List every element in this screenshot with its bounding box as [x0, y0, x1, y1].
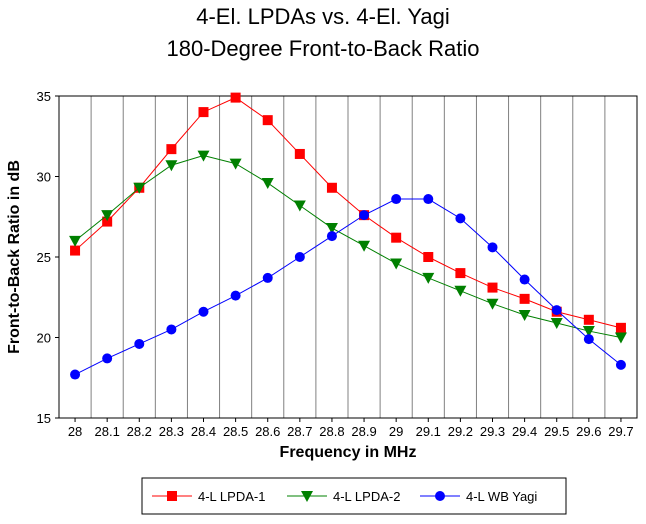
data-point: [133, 182, 146, 194]
y-tick-label: 20: [37, 331, 51, 346]
data-point: [583, 314, 594, 325]
data-point: [70, 369, 81, 380]
series-line: [74, 198, 622, 375]
x-tick-label: 29.6: [576, 424, 601, 439]
grid-lines: [90, 96, 606, 418]
x-tick-label: 29.7: [608, 424, 633, 439]
data-point: [166, 144, 177, 155]
legend-marker: [167, 491, 177, 501]
x-tick-label: 28.7: [287, 424, 312, 439]
x-tick-label: 29.1: [416, 424, 441, 439]
data-point: [455, 268, 466, 279]
data-point: [487, 242, 498, 253]
data-point: [101, 210, 114, 222]
legend-box: [141, 477, 567, 515]
series-line: [74, 155, 622, 338]
legend-label: 4-L LPDA-1: [198, 489, 265, 504]
data-point: [294, 252, 305, 262]
data-point: [261, 177, 274, 189]
x-axis-ticks: 28 28.1 28.2 28.3 28.4 28.5 28.6 28.7 28.8 28.9 29…: [68, 418, 634, 439]
series-3: [70, 194, 626, 380]
data-point: [423, 252, 434, 262]
data-point: [583, 334, 594, 345]
data-point: [359, 210, 370, 221]
data-point: [70, 245, 81, 256]
x-tick-label: 28.1: [95, 424, 120, 439]
data-point: [487, 282, 498, 293]
data-point: [486, 298, 499, 310]
y-tick-label: 15: [37, 411, 51, 426]
data-point: [198, 306, 209, 317]
data-point: [615, 359, 626, 370]
data-point: [455, 213, 466, 224]
data-point: [391, 232, 402, 243]
series-line: [74, 97, 622, 329]
data-point: [229, 158, 242, 170]
data-point: [262, 272, 273, 283]
data-point: [102, 216, 113, 227]
x-tick-label: 28.9: [351, 424, 376, 439]
y-tick-label: 30: [37, 170, 51, 185]
y-axis-ticks: 15 20 25 30 35: [37, 89, 59, 426]
data-point: [326, 182, 337, 193]
x-tick-label: 29.4: [512, 424, 537, 439]
data-point: [519, 293, 530, 304]
data-point: [325, 223, 338, 235]
data-point: [166, 324, 177, 335]
series-2: [69, 150, 627, 344]
data-point: [423, 194, 434, 205]
data-point: [294, 148, 305, 159]
x-tick-label: 28.3: [159, 424, 184, 439]
chart-title: 4-El. LPDAs vs. 4-El. Yagi: [196, 4, 450, 29]
data-point: [391, 194, 402, 205]
series-group: [69, 92, 627, 380]
data-point: [262, 115, 273, 126]
data-point: [615, 322, 626, 333]
data-point: [614, 332, 627, 344]
data-point: [198, 107, 209, 118]
data-point: [519, 274, 530, 285]
data-point: [230, 290, 241, 301]
data-point: [454, 285, 467, 297]
legend-label: 4-L WB Yagi: [466, 489, 537, 504]
data-point: [582, 326, 595, 338]
legend-marker: [435, 491, 445, 501]
data-point: [551, 305, 562, 316]
data-point: [358, 240, 371, 252]
x-tick-label: 28.8: [319, 424, 344, 439]
legend: 4-L LPDA-1 4-L LPDA-2 4-L WB Yagi: [141, 477, 567, 515]
y-tick-label: 35: [37, 89, 51, 104]
data-point: [69, 235, 82, 247]
data-point: [165, 160, 178, 172]
x-tick-label: 29.5: [544, 424, 569, 439]
y-axis-label: Front-to-Back Ratio in dB: [6, 160, 23, 354]
data-point: [422, 272, 435, 284]
legend-marker: [301, 491, 313, 502]
x-tick-label: 29.2: [448, 424, 473, 439]
chart-subtitle: 180-Degree Front-to-Back Ratio: [166, 36, 480, 61]
x-tick-label: 28.6: [255, 424, 280, 439]
y-tick-label: 25: [37, 250, 51, 265]
x-tick-label: 28.5: [223, 424, 248, 439]
x-tick-label: 28: [68, 424, 82, 439]
x-tick-label: 29.3: [480, 424, 505, 439]
legend-label: 4-L LPDA-2: [333, 489, 400, 504]
data-point: [230, 92, 241, 103]
x-tick-label: 29: [389, 424, 403, 439]
data-point: [390, 258, 403, 270]
x-tick-label: 28.4: [191, 424, 216, 439]
data-point: [326, 231, 337, 242]
data-point: [550, 318, 563, 330]
data-point: [293, 200, 306, 212]
data-point: [102, 353, 113, 364]
x-tick-label: 28.2: [127, 424, 152, 439]
data-point: [518, 309, 531, 321]
data-point: [197, 150, 210, 162]
data-point: [134, 338, 145, 349]
x-axis-label: Frequency in MHz: [280, 444, 417, 461]
